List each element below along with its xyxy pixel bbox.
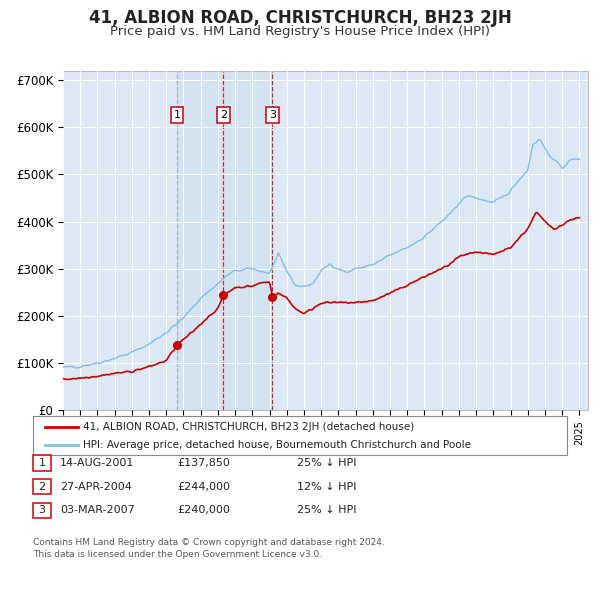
Text: 3: 3	[269, 110, 276, 120]
Text: 3: 3	[38, 506, 46, 515]
Text: 25% ↓ HPI: 25% ↓ HPI	[297, 506, 356, 515]
Text: 27-APR-2004: 27-APR-2004	[60, 482, 132, 491]
Text: 14-AUG-2001: 14-AUG-2001	[60, 458, 134, 468]
Text: 03-MAR-2007: 03-MAR-2007	[60, 506, 135, 515]
Text: 41, ALBION ROAD, CHRISTCHURCH, BH23 2JH (detached house): 41, ALBION ROAD, CHRISTCHURCH, BH23 2JH …	[83, 422, 414, 432]
Text: £244,000: £244,000	[177, 482, 230, 491]
Text: 2: 2	[220, 110, 227, 120]
Text: HPI: Average price, detached house, Bournemouth Christchurch and Poole: HPI: Average price, detached house, Bour…	[83, 440, 471, 450]
Text: 41, ALBION ROAD, CHRISTCHURCH, BH23 2JH: 41, ALBION ROAD, CHRISTCHURCH, BH23 2JH	[89, 9, 511, 27]
Text: 25% ↓ HPI: 25% ↓ HPI	[297, 458, 356, 468]
Text: Contains HM Land Registry data © Crown copyright and database right 2024.
This d: Contains HM Land Registry data © Crown c…	[33, 538, 385, 559]
Text: 12% ↓ HPI: 12% ↓ HPI	[297, 482, 356, 491]
Text: Price paid vs. HM Land Registry's House Price Index (HPI): Price paid vs. HM Land Registry's House …	[110, 25, 490, 38]
Text: £240,000: £240,000	[177, 506, 230, 515]
Text: 1: 1	[173, 110, 181, 120]
Text: 2: 2	[38, 482, 46, 491]
Text: £137,850: £137,850	[177, 458, 230, 468]
Text: 1: 1	[38, 458, 46, 468]
Bar	[177, 71, 272, 410]
